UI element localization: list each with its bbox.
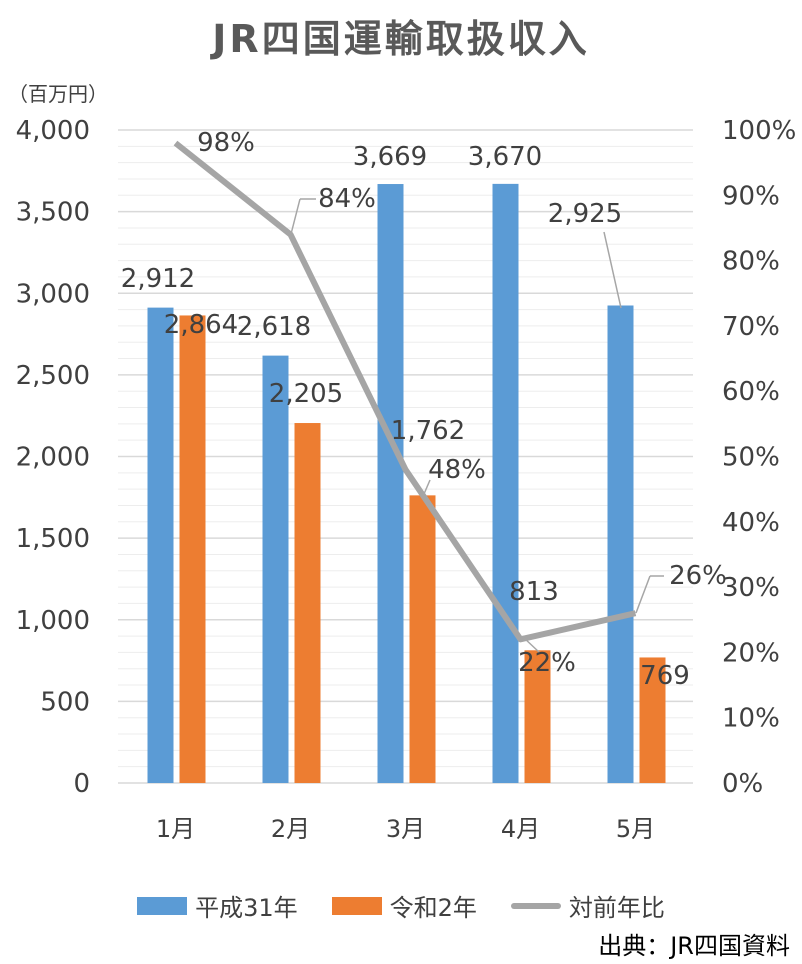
y2-tick-label: 40% bbox=[722, 508, 780, 538]
bar-series2 bbox=[524, 650, 551, 783]
bar-series1 bbox=[607, 305, 634, 783]
bar-series2 bbox=[639, 657, 666, 783]
y-tick-label: 1,000 bbox=[16, 606, 90, 636]
data-label-ratio: 98% bbox=[197, 128, 255, 158]
leader-line bbox=[290, 198, 301, 235]
y2-tick-label: 100% bbox=[722, 116, 796, 146]
data-label-series2: 813 bbox=[509, 577, 559, 607]
legend-swatch-series1 bbox=[137, 896, 188, 915]
y-tick-label: 3,000 bbox=[16, 279, 90, 309]
bar-series2 bbox=[294, 423, 321, 783]
y-axis-unit-label: （百万円） bbox=[8, 82, 108, 106]
data-label-series1: 3,669 bbox=[353, 142, 427, 172]
ratio-line bbox=[173, 140, 637, 643]
data-label-series1: 2,618 bbox=[237, 312, 311, 342]
legend-item-series1: 平成31年 bbox=[137, 888, 298, 923]
y-tick-label: 3,500 bbox=[16, 198, 90, 228]
legend-swatch-ratio bbox=[510, 902, 561, 909]
data-label-series2: 2,864 bbox=[164, 310, 238, 340]
bar-series1 bbox=[147, 307, 174, 783]
legend-item-series2: 令和2年 bbox=[331, 888, 477, 923]
y2-tick-label: 60% bbox=[722, 377, 780, 407]
y2-tick-label: 20% bbox=[722, 638, 780, 668]
source-note: 出典：JR四国資料 bbox=[598, 932, 790, 960]
data-label-ratio: 26% bbox=[669, 561, 727, 591]
bar-series1 bbox=[492, 183, 519, 783]
data-label-ratio: 48% bbox=[428, 455, 486, 485]
y2-tick-label: 10% bbox=[722, 704, 780, 734]
legend-label-series2: 令和2年 bbox=[389, 894, 477, 922]
legend-label-series1: 平成31年 bbox=[195, 894, 298, 922]
data-label-series1: 2,925 bbox=[548, 199, 622, 229]
chart-title: JR四国運輸取扱収入 bbox=[212, 17, 590, 61]
data-label-ratio: 22% bbox=[518, 648, 576, 678]
y-tick-label: 4,000 bbox=[16, 116, 90, 146]
data-label-series2: 1,762 bbox=[391, 416, 465, 446]
bar-series1 bbox=[377, 184, 404, 783]
y-tick-label: 1,500 bbox=[16, 524, 90, 554]
data-label-series2: 2,205 bbox=[269, 379, 343, 409]
data-label-ratio: 84% bbox=[318, 184, 376, 214]
x-tick-label: 5月 bbox=[616, 815, 655, 843]
data-label-series2: 769 bbox=[640, 661, 690, 691]
y2-tick-label: 50% bbox=[722, 443, 780, 473]
x-tick-label: 2月 bbox=[271, 815, 310, 843]
legend: 平成31年 令和2年 対前年比 bbox=[0, 888, 802, 923]
leader-line bbox=[423, 479, 431, 495]
y-tick-label: 2,000 bbox=[16, 443, 90, 473]
bar-series2 bbox=[179, 315, 206, 783]
bar-series1 bbox=[262, 355, 289, 783]
bar-series2 bbox=[409, 495, 436, 783]
y-tick-label: 500 bbox=[40, 687, 90, 717]
y2-tick-label: 0% bbox=[722, 769, 763, 799]
leader-line bbox=[522, 636, 541, 654]
x-tick-label: 4月 bbox=[501, 815, 540, 843]
x-tick-label: 1月 bbox=[156, 815, 195, 843]
x-tick-label: 3月 bbox=[386, 815, 425, 843]
y2-tick-label: 70% bbox=[722, 312, 780, 342]
data-label-series1: 2,912 bbox=[121, 264, 195, 294]
leader-line bbox=[603, 231, 622, 309]
y-tick-label: 0 bbox=[73, 769, 90, 799]
data-label-series1: 3,670 bbox=[468, 142, 542, 172]
y2-tick-label: 90% bbox=[722, 181, 780, 211]
y2-tick-label: 30% bbox=[722, 573, 780, 603]
legend-label-ratio: 対前年比 bbox=[568, 894, 665, 922]
legend-item-ratio: 対前年比 bbox=[510, 888, 665, 923]
y2-tick-label: 80% bbox=[722, 247, 780, 277]
y-tick-label: 2,500 bbox=[16, 361, 90, 391]
leader-line bbox=[635, 575, 651, 614]
legend-swatch-series2 bbox=[331, 896, 382, 915]
